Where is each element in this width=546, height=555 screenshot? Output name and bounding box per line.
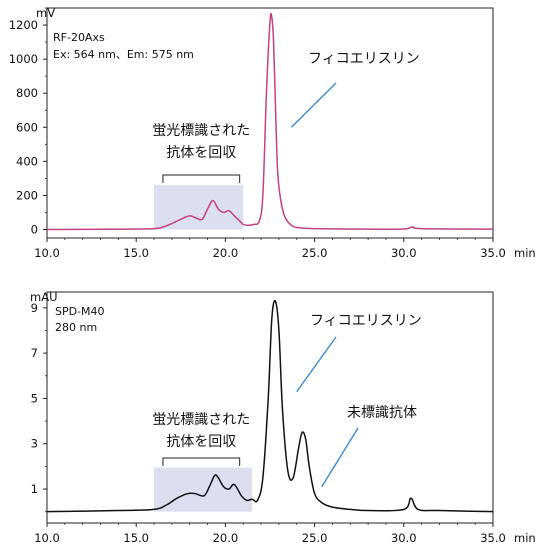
chart-panel-1: 10.0 15.0 20.0 25.0 30.0 35.0 min 0 200 400 600 800…: [9, 6, 536, 260]
y-tick-label: 400: [16, 154, 38, 168]
recovered-antibody-region: [154, 185, 244, 230]
x-tick-label: 10.0: [34, 246, 60, 260]
chromatogram-trace-1: [46, 299, 494, 513]
y-tick-label: 800: [16, 86, 38, 100]
x-tick-label: 30.0: [391, 531, 417, 545]
x-tick-label: 15.0: [123, 531, 149, 545]
annotation-label: 蛍光標識された: [152, 412, 250, 428]
y-tick-label: 1: [31, 482, 38, 496]
x-tick-label: 20.0: [213, 531, 239, 545]
detection-conditions: 280 nm: [55, 321, 97, 334]
detection-conditions: Ex: 564 nm、Em: 575 nm: [53, 48, 194, 61]
x-tick-label: 30.0: [391, 246, 417, 260]
annotation-label: 抗体を回収: [166, 145, 236, 161]
annotation-label: 未標識抗体: [347, 405, 417, 421]
plot-frame: [46, 7, 494, 239]
y-tick-label: 5: [31, 391, 38, 405]
instrument-name: RF-20Axs: [53, 31, 105, 44]
x-tick-label: 25.0: [302, 246, 328, 260]
x-tick-label: 35.0: [480, 246, 506, 260]
y-tick-label: 600: [16, 120, 38, 134]
chromatogram-trace-1: [46, 12, 494, 231]
y-tick-label: 9: [31, 301, 38, 315]
recovered-antibody-region: [154, 467, 253, 512]
annotation-label: フィコエリスリン: [308, 51, 420, 67]
x-unit-label: min: [514, 246, 536, 260]
plot-frame: [46, 291, 494, 524]
x-tick-label: 35.0: [480, 531, 506, 545]
annotation-pointer-line: [290, 82, 337, 128]
annotation-pointer-line: [296, 336, 337, 393]
annotation-bracket: [162, 174, 241, 183]
annotation-bracket: [162, 457, 241, 466]
x-unit-label: min: [514, 531, 536, 545]
y-tick-label: 0: [31, 222, 38, 236]
y-tick-label: 200: [16, 188, 38, 202]
y-tick-label: 1000: [9, 52, 38, 66]
y-tick-label: 1200: [9, 18, 38, 32]
y-tick-label: 7: [31, 346, 38, 360]
annotation-label: 抗体を回収: [166, 434, 236, 450]
x-tick-label: 20.0: [213, 246, 239, 260]
x-tick-label: 10.0: [34, 531, 60, 545]
x-tick-label: 25.0: [302, 531, 328, 545]
y-tick-label: 3: [31, 437, 38, 451]
annotation-label: 蛍光標識された: [152, 123, 250, 139]
y-unit-label: mAU: [30, 290, 58, 304]
annotation-pointer-line: [321, 427, 359, 488]
annotation-label: フィコエリスリン: [310, 313, 422, 329]
chart-panel-2: 10.0 15.0 20.0 25.0 30.0 35.0 min 1 3 5 7 9mAUSPD-M…: [30, 290, 536, 545]
y-unit-label: mV: [36, 6, 55, 20]
instrument-name: SPD-M40: [55, 305, 105, 318]
x-tick-label: 15.0: [123, 246, 149, 260]
